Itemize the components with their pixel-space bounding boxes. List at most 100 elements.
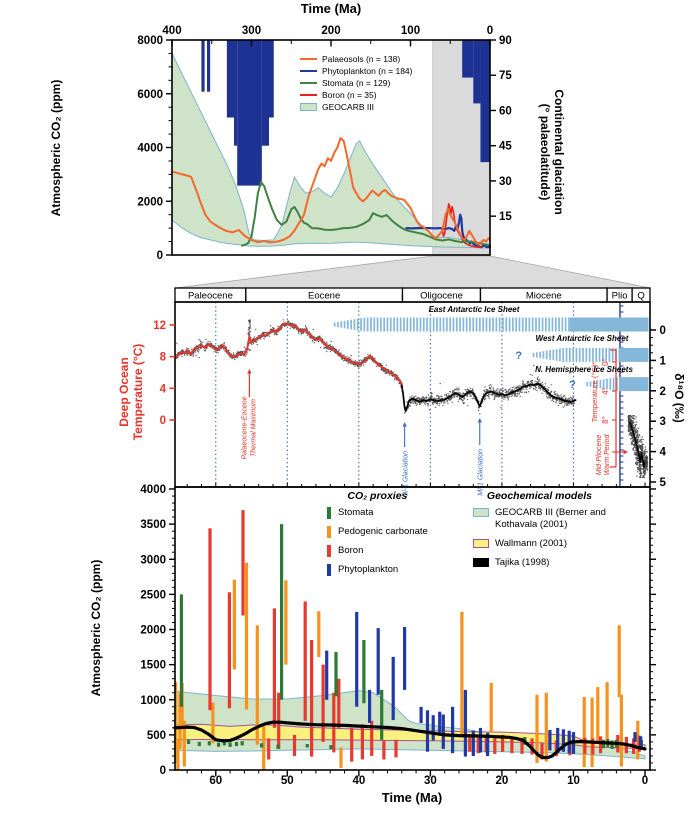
bar-stomata [197, 741, 201, 747]
bar-pedogenic [535, 694, 539, 763]
bar-stomata [179, 594, 183, 707]
legend-label: GEOCARB III [322, 102, 374, 112]
temp-tick-label: 8 [160, 352, 167, 364]
proxy-label: Phytoplankton [338, 564, 399, 575]
oi1-annotation: Oi-1 Glaciation [403, 451, 410, 497]
bot-y-tick-label: 1500 [140, 660, 166, 672]
d18o-tick-label: 1 [660, 355, 667, 367]
bot-axes: 60 50 40 30 20 10 0050010001500200025003000350… [140, 484, 656, 787]
bar-stomata [222, 741, 226, 746]
proxy-legend-item: Stomata [327, 507, 428, 519]
petm-annotation-line1: Palaeocene-Eocene [241, 396, 248, 459]
legend-label: Boron (n = 35) [322, 90, 377, 100]
bar-phytoplankton [431, 715, 435, 741]
legend-label: Palaeosols (n = 138) [322, 54, 401, 64]
bar-phytoplankton [438, 711, 442, 733]
bot-x-tick-label: 0 [642, 775, 648, 787]
bar-pedogenic [178, 692, 182, 749]
bar-phytoplankton [368, 689, 372, 723]
bar-phytoplankton [639, 736, 643, 749]
bar-pedogenic [590, 697, 594, 768]
bar-boron [337, 678, 341, 728]
bar-stomata [329, 745, 333, 749]
bar-pedogenic [596, 687, 600, 742]
bar-boron [510, 737, 514, 754]
bar-phytoplankton [548, 730, 552, 751]
west-antarctic-label: West Antarctic Ice Sheet [535, 334, 629, 343]
bar-phytoplankton [451, 706, 455, 754]
epoch-label: Eocene [308, 291, 340, 302]
bot-tajika [173, 720, 647, 760]
top-series [171, 137, 492, 249]
bar-boron [476, 737, 480, 754]
bot-x-tick-label: 50 [281, 775, 294, 787]
top-x-axis-title: Time (Ma) [300, 1, 362, 16]
bar-pedogenic [211, 702, 215, 744]
top-x-tick-label: 300 [242, 25, 261, 37]
bar-boron [267, 738, 271, 760]
bottom-y-axis-title: Atmospheric CO₂ (ppm) [89, 559, 103, 697]
mi1-annotation: Mi-1 Glaciation [478, 449, 485, 496]
top-right-tick-label: 15 [499, 211, 512, 223]
bar-pedogenic [617, 625, 621, 697]
bot-y-tick-label: 1000 [140, 695, 166, 707]
epoch-label: Plio [612, 291, 628, 302]
legend-swatch-4 [300, 103, 317, 111]
warm-annotation-line2: Warm Period [604, 434, 611, 476]
bot-y-tick-label: 0 [160, 765, 166, 777]
bar-stomata [260, 743, 264, 748]
top-x-tick-label: 400 [162, 25, 181, 37]
model-swatch [473, 539, 489, 548]
zoom-funnel [174, 255, 651, 289]
top-x-tick-label: 200 [321, 25, 340, 37]
top-y-tick-label: 2000 [137, 196, 163, 208]
bar-pedogenic [176, 740, 180, 770]
model-legend-item: Tajika (1998) [473, 557, 606, 569]
bar-phytoplankton [419, 706, 423, 723]
top-glaciation-bars [201, 40, 490, 186]
model-label: GEOCARB III (Berner and Kothavala (2001) [495, 507, 606, 530]
temp-scale-tick: 4° [601, 387, 610, 395]
legend-swatch-1 [300, 69, 317, 73]
temp-scale-label: Temperature (°C)* [590, 362, 599, 423]
bar-stomata [228, 742, 232, 747]
mid-curves [174, 322, 646, 468]
bar-pedogenic [339, 747, 343, 768]
petm-annotation-line2: Thermal Maximum [250, 399, 257, 457]
mid-y-axis-title: Deep Ocean Temperature (°C) [117, 344, 145, 441]
bar-stomata [362, 640, 366, 704]
ice-sheet-bars: ?? [333, 317, 649, 392]
mid-y-axis-title-line1: Deep Ocean [117, 357, 131, 427]
bar-stomata [334, 652, 338, 697]
right-axis-title-line2: (° palaeolatitude) [538, 103, 552, 201]
top-x-tick-label: 0 [487, 25, 493, 37]
model-label: Wallmann (2001) [495, 538, 567, 549]
bar-stomata [217, 742, 221, 747]
bar-boron [227, 592, 231, 709]
bar-pedogenic [262, 726, 266, 770]
epoch-label: Paleocene [188, 291, 233, 302]
bar-pedogenic [244, 562, 249, 710]
epoch-label: Oligocene [420, 291, 463, 302]
legend-swatch-2 [300, 81, 317, 85]
top-right-tick-label: 60 [499, 105, 512, 117]
bot-x-tick-label: 40 [352, 775, 365, 787]
legend-label: Phytoplankton (n = 184) [322, 66, 413, 76]
bar-phytoplankton [355, 611, 359, 707]
bar-phytoplankton [633, 732, 637, 742]
mid-annotations: Palaeocene-Eocene Thermal Maximum Oi-1 Gla… [241, 349, 628, 497]
bar-phytoplankton [486, 732, 490, 756]
geochemical-models-legend-title: Geochemical models [486, 490, 592, 502]
epoch-label: Miocene [526, 291, 562, 302]
proxy-label: Stomata [338, 507, 374, 518]
bottom-x-axis-title: Time (Ma) [381, 790, 443, 805]
bar-boron [468, 734, 472, 752]
top-right-tick-label: 45 [499, 141, 512, 153]
top-right-axis-title: Continental glaciation (° palaeolatitude… [538, 89, 566, 214]
bar-phytoplankton [463, 689, 467, 757]
bar-boron [493, 738, 497, 754]
model-swatch [473, 508, 489, 517]
bar-stomata [380, 689, 384, 740]
bot-y-tick-label: 3500 [140, 519, 166, 531]
